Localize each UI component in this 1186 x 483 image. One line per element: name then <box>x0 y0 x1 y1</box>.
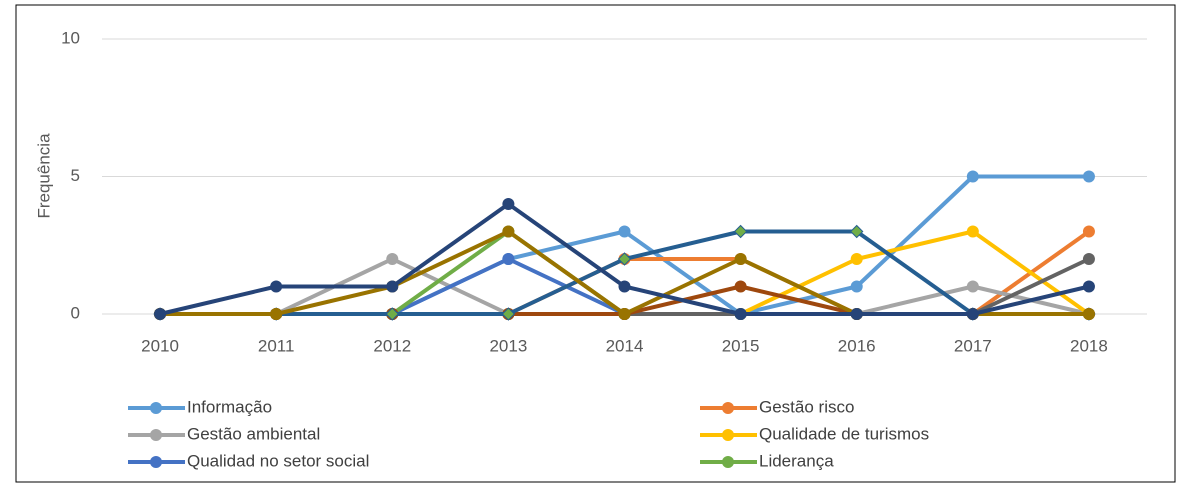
x-tick-label: 2013 <box>489 336 527 355</box>
legend-label: Qualidad no setor social <box>187 451 369 470</box>
x-tick-label: 2017 <box>954 336 992 355</box>
point <box>733 224 748 239</box>
x-tick-label: 2014 <box>606 336 644 355</box>
legend-marker <box>722 429 734 441</box>
legend-marker <box>150 402 162 414</box>
legend-marker <box>150 429 162 441</box>
point <box>1082 225 1095 238</box>
point <box>1082 280 1095 293</box>
legend-label: Informação <box>187 397 272 416</box>
y-axis-title: Frequência <box>34 133 53 219</box>
point <box>734 280 747 293</box>
point <box>850 224 864 239</box>
point <box>270 280 283 293</box>
point <box>850 308 863 320</box>
legend-marker <box>150 456 162 468</box>
point <box>502 225 515 238</box>
x-tick-label: 2010 <box>141 336 179 355</box>
x-tick-label: 2016 <box>838 336 876 355</box>
point <box>618 280 631 293</box>
x-tick-label: 2012 <box>373 336 411 355</box>
x-tick-label: 2018 <box>1070 336 1108 355</box>
point <box>1082 253 1095 265</box>
x-tick-label: 2015 <box>722 336 760 355</box>
point <box>154 308 167 320</box>
legend-label: Liderança <box>759 451 834 470</box>
legend-label: Gestão ambiental <box>187 424 320 443</box>
y-tick-label: 5 <box>71 166 80 185</box>
point <box>386 253 399 265</box>
point <box>618 308 631 320</box>
point <box>386 280 399 293</box>
point <box>617 252 632 266</box>
legend: Informação Gestão risco Gestão ambiental Qu… <box>128 397 929 470</box>
legend-label: Gestão risco <box>759 397 854 416</box>
point <box>385 307 399 321</box>
point <box>501 307 516 321</box>
point <box>618 225 631 238</box>
point <box>850 253 863 265</box>
point <box>850 280 863 293</box>
chart-border <box>15 4 1176 483</box>
legend-marker <box>722 456 734 468</box>
point <box>966 225 979 238</box>
legend-label: Qualidade de turismos <box>759 424 929 443</box>
y-tick-label: 10 <box>61 28 80 47</box>
legend-marker <box>722 402 734 414</box>
point <box>966 308 979 320</box>
point <box>966 280 979 293</box>
point <box>734 308 747 320</box>
x-tick-label: 2011 <box>258 336 295 355</box>
point <box>270 308 283 320</box>
point <box>1082 170 1095 183</box>
point <box>734 253 747 265</box>
point <box>502 253 515 265</box>
point <box>966 170 979 183</box>
point <box>502 198 515 210</box>
y-tick-label: 0 <box>71 303 80 322</box>
point <box>1082 308 1095 320</box>
